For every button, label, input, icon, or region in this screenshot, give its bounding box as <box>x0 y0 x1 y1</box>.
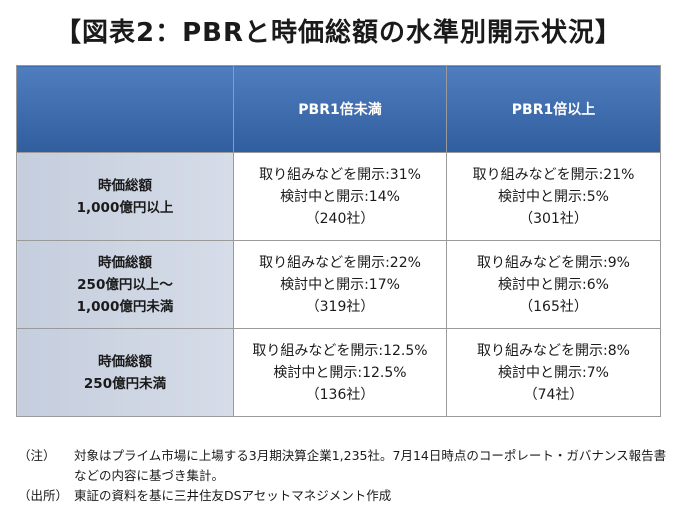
cell-disclosed: 取り組みなどを開示:12.5% <box>252 342 428 359</box>
cell-count: （74社） <box>523 386 584 403</box>
footnotes: （注） 対象はプライム市場に上場する3月期決算企業1,235社。7月14日時点の… <box>18 446 668 506</box>
table-cell: 取り組みなどを開示:8% 検討中と開示:7% （74社） <box>446 328 661 417</box>
cell-count: （240社） <box>305 210 375 227</box>
cell-disclosed: 取り組みなどを開示:8% <box>477 342 630 359</box>
source-row: （出所） 東証の資料を基に三井住友DSアセットマネジメント作成 <box>18 486 668 506</box>
row-header-25b-to-100b: 時価総額 250億円以上～ 1,000億円未満 <box>16 240 234 329</box>
table-row: 時価総額 250億円以上～ 1,000億円未満 取り組みなどを開示:22% 検討… <box>16 240 661 329</box>
row-header-line: 1,000億円未満 <box>76 298 174 315</box>
row-header-line: 1,000億円以上 <box>76 199 174 216</box>
table-row: 時価総額 250億円未満 取り組みなどを開示:12.5% 検討中と開示:12.5… <box>16 328 661 417</box>
note-tag: （注） <box>18 448 56 463</box>
cell-considering: 検討中と開示:12.5% <box>273 364 407 381</box>
table-cell: 取り組みなどを開示:12.5% 検討中と開示:12.5% （136社） <box>233 328 447 417</box>
cell-considering: 検討中と開示:14% <box>280 188 400 205</box>
cell-count: （319社） <box>305 298 375 315</box>
source-tag: （出所） <box>18 488 69 503</box>
row-header-line: 250億円未満 <box>83 375 167 392</box>
column-header-pbr-below-1: PBR1倍未満 <box>233 65 447 153</box>
note-row: （注） 対象はプライム市場に上場する3月期決算企業1,235社。7月14日時点の… <box>18 446 668 486</box>
table-row: 時価総額 1,000億円以上 取り組みなどを開示:31% 検討中と開示:14% … <box>16 152 661 241</box>
cell-disclosed: 取り組みなどを開示:22% <box>259 254 421 271</box>
cell-count: （301社） <box>519 210 588 227</box>
cell-count: （165社） <box>519 298 588 315</box>
cell-considering: 検討中と開示:17% <box>280 276 400 293</box>
cell-considering: 検討中と開示:7% <box>498 364 609 381</box>
row-header-line: 時価総額 <box>98 177 152 194</box>
column-header-pbr-above-1: PBR1倍以上 <box>446 65 661 153</box>
table-cell: 取り組みなどを開示:22% 検討中と開示:17% （319社） <box>233 240 447 329</box>
row-header-over-100b: 時価総額 1,000億円以上 <box>16 152 234 241</box>
table-cell: 取り組みなどを開示:21% 検討中と開示:5% （301社） <box>446 152 661 241</box>
cell-considering: 検討中と開示:6% <box>498 276 609 293</box>
row-header-line: 時価総額 <box>98 254 152 271</box>
row-header-line: 時価総額 <box>98 353 152 370</box>
table-corner-cell <box>16 65 234 153</box>
row-header-under-25b: 時価総額 250億円未満 <box>16 328 234 417</box>
row-header-line: 250億円以上～ <box>77 276 173 293</box>
cell-disclosed: 取り組みなどを開示:9% <box>477 254 630 271</box>
page-title: 【図表2：PBRと時価総額の水準別開示状況】 <box>55 18 622 48</box>
table-header-row: PBR1倍未満 PBR1倍以上 <box>16 65 661 153</box>
note-text: 対象はプライム市場に上場する3月期決算企業1,235社。7月14日時点のコーポレ… <box>74 448 667 483</box>
table-cell: 取り組みなどを開示:9% 検討中と開示:6% （165社） <box>446 240 661 329</box>
cell-disclosed: 取り組みなどを開示:31% <box>259 166 421 183</box>
cell-count: （136社） <box>305 386 375 403</box>
table-cell: 取り組みなどを開示:31% 検討中と開示:14% （240社） <box>233 152 447 241</box>
data-table: PBR1倍未満 PBR1倍以上 時価総額 1,000億円以上 取り組みなどを開示… <box>16 65 661 417</box>
source-text: 東証の資料を基に三井住友DSアセットマネジメント作成 <box>74 488 392 503</box>
cell-disclosed: 取り組みなどを開示:21% <box>472 166 635 183</box>
cell-considering: 検討中と開示:5% <box>498 188 609 205</box>
